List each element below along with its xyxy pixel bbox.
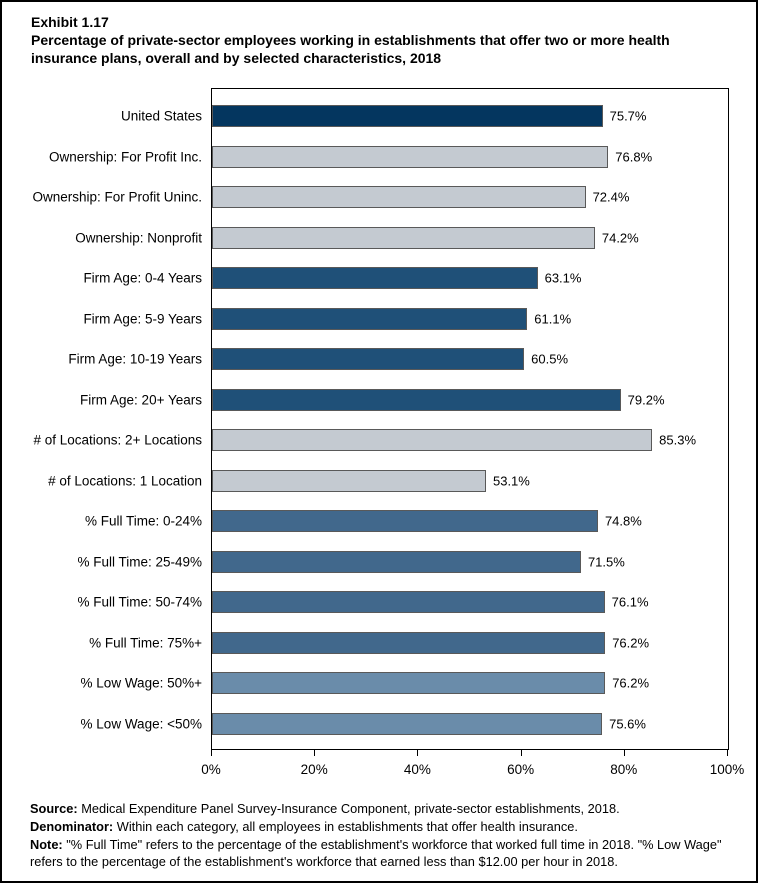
value-label: 76.2% (612, 635, 650, 651)
x-tick-label: 60% (507, 762, 535, 777)
chart-row: Firm Age: 10-19 Years 60.5% (68, 348, 728, 371)
bar (212, 591, 605, 614)
value-label: 72.4% (592, 189, 630, 205)
value-label: 74.8% (604, 513, 642, 529)
category-label: Firm Age: 5-9 Years (83, 311, 202, 327)
x-axis-tick (417, 749, 419, 756)
category-label: Firm Age: 10-19 Years (68, 351, 202, 367)
category-label: United States (120, 108, 202, 124)
value-label: 85.3% (659, 432, 697, 448)
footnote-denominator-text: Within each category, all employees in e… (113, 818, 578, 834)
category-label: % Full Time: 75%+ (89, 635, 202, 651)
chart-row: % Low Wage: <50% 75.6% (81, 712, 728, 735)
value-label: 75.6% (609, 716, 646, 732)
x-axis-tick (623, 749, 625, 756)
category-label: # of Locations: 2+ Locations (33, 432, 203, 448)
footnote-source-text: Medical Expenditure Panel Survey-Insuran… (77, 801, 620, 816)
category-label: Ownership: For Profit Inc. (48, 149, 202, 165)
value-label: 79.2% (627, 392, 665, 408)
footnote-note: Note: "% Full Time" refers to the percen… (30, 837, 736, 871)
chart-row: % Full Time: 50-74% 76.1% (77, 591, 728, 614)
chart-row: Firm Age: 5-9 Years 61.1% (83, 307, 728, 330)
footnotes: Source: Medical Expenditure Panel Survey… (30, 801, 736, 872)
category-label: % Low Wage: 50%+ (80, 675, 202, 691)
bar (212, 348, 525, 371)
bar (212, 145, 609, 168)
chart-row: % Full Time: 25-49% 71.5% (77, 550, 728, 573)
category-label: Ownership: Nonprofit (75, 230, 202, 246)
x-tick-label: 100% (709, 762, 745, 777)
bar-rows: United States 75.7% Ownership: For Profit … (32, 89, 728, 749)
chart-row: Ownership: For Profit Uninc. 72.4% (32, 186, 728, 209)
bar (212, 307, 528, 330)
chart-row: Firm Age: 0-4 Years 63.1% (83, 267, 728, 290)
value-label: 75.7% (609, 108, 647, 124)
category-label: Firm Age: 20+ Years (80, 392, 202, 408)
chart-row: United States 75.7% (121, 105, 728, 128)
bar (212, 429, 653, 452)
bar (212, 105, 603, 128)
x-tick-label: 20% (300, 762, 328, 777)
category-label: % Full Time: 25-49% (77, 554, 202, 570)
bar (212, 388, 621, 411)
bar (212, 186, 586, 209)
bar (212, 267, 538, 290)
bar (212, 226, 595, 249)
category-label: % Low Wage: <50% (80, 716, 202, 732)
chart-row: # of Locations: 2+ Locations 85.3% (34, 429, 728, 452)
bar (212, 510, 598, 533)
bar (212, 712, 603, 735)
value-label: 60.5% (531, 351, 569, 367)
bar (212, 550, 581, 573)
title-block: Exhibit 1.17 Percentage of private-secto… (31, 13, 721, 68)
footnote-note-text: "% Full Time" refers to the percentage o… (30, 836, 722, 869)
chart-row: Firm Age: 20+ Years 79.2% (80, 388, 728, 411)
value-label: 76.1% (611, 594, 649, 610)
category-label: % Full Time: 50-74% (77, 594, 202, 610)
bar (212, 672, 606, 695)
category-label: Ownership: For Profit Uninc. (32, 189, 202, 205)
x-axis: 0% 20% 40% 60% 80% 100% (201, 749, 744, 785)
category-label: # of Locations: 1 Location (48, 473, 202, 489)
chart-row: # of Locations: 1 Location 53.1% (48, 469, 728, 492)
chart-row: Ownership: Nonprofit 74.2% (75, 226, 728, 249)
value-label: 76.2% (612, 675, 650, 691)
footnote-note-label: Note: (30, 836, 63, 852)
page-title: Percentage of private-sector employees w… (31, 32, 670, 67)
footnote-source: Source: Medical Expenditure Panel Survey… (30, 801, 736, 818)
category-label: Firm Age: 0-4 Years (83, 270, 202, 286)
x-axis-tick (314, 749, 316, 756)
chart-row: % Full Time: 75%+ 76.2% (89, 631, 728, 654)
x-tick-label: 80% (610, 762, 638, 777)
value-label: 74.2% (601, 230, 639, 246)
x-axis-tick (727, 749, 728, 756)
footnote-denominator: Denominator: Within each category, all e… (30, 819, 736, 836)
bar (212, 631, 606, 654)
x-axis-tick (211, 749, 212, 756)
value-label: 76.8% (615, 149, 653, 165)
value-label: 61.1% (534, 311, 572, 327)
chart-row: % Full Time: 0-24% 74.8% (85, 510, 728, 533)
value-label: 53.1% (492, 473, 530, 489)
bar (212, 469, 486, 492)
value-label: 71.5% (587, 554, 625, 570)
x-tick-label: 0% (201, 762, 221, 777)
value-label: 63.1% (544, 270, 582, 286)
x-tick-label: 40% (403, 762, 431, 777)
category-label: % Full Time: 0-24% (84, 513, 202, 529)
x-axis-tick (520, 749, 522, 756)
chart-row: Ownership: For Profit Inc. 76.8% (49, 145, 728, 168)
plot-area: United States 75.7% Ownership: For Profit … (32, 88, 729, 750)
chart-row: % Low Wage: 50%+ 76.2% (81, 672, 728, 695)
footnote-denominator-label: Denominator: (30, 818, 114, 834)
exhibit-label: Exhibit 1.17 (31, 14, 109, 30)
footnote-source-label: Source: (30, 801, 78, 816)
